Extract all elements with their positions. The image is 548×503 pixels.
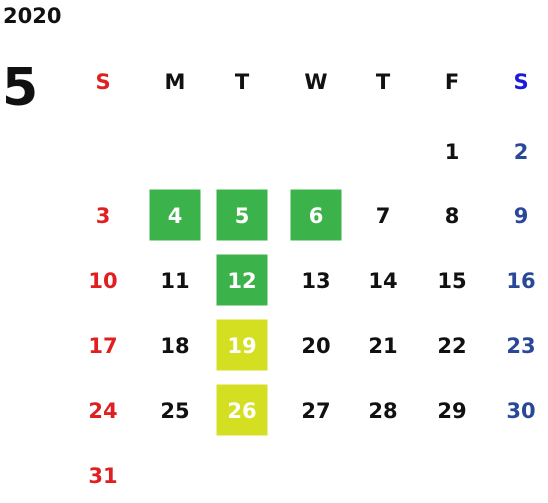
day: 22 [437,334,467,358]
weekday-header: T [234,70,250,94]
weekday-header: S [513,70,529,94]
day: 15 [437,269,467,293]
day: 10 [88,269,118,293]
day: 27 [301,399,331,423]
day: 24 [88,399,118,423]
highlight-box [216,384,268,436]
weekday-header: W [304,70,328,94]
day: 11 [160,269,190,293]
weekday-header: S [95,70,111,94]
day: 14 [368,269,398,293]
day: 18 [160,334,190,358]
day: 31 [88,464,118,488]
day: 20 [301,334,331,358]
day: 28 [368,399,398,423]
day: 3 [95,204,111,228]
weekday-header: F [444,70,460,94]
day: 1 [444,140,460,164]
weekday-header: T [375,70,391,94]
day: 8 [444,204,460,228]
day: 25 [160,399,190,423]
day-highlighted: 12 [227,269,257,293]
day: 23 [506,334,536,358]
day-highlighted: 26 [227,399,257,423]
highlight-box [216,189,268,241]
highlight-box [149,189,201,241]
highlight-box [216,254,268,306]
year: 2020 [3,4,62,28]
day: 2 [513,140,529,164]
highlight-box [290,189,342,241]
day-highlighted: 5 [234,204,250,228]
day: 9 [513,204,529,228]
day-highlighted: 4 [167,204,183,228]
day-highlighted: 6 [308,204,324,228]
weekday-header: M [164,70,186,94]
month: 5 [2,58,39,118]
day-highlighted: 19 [227,334,257,358]
highlight-box [216,319,268,371]
day: 30 [506,399,536,423]
day: 13 [301,269,331,293]
day: 16 [506,269,536,293]
day: 7 [375,204,391,228]
day: 17 [88,334,118,358]
day: 21 [368,334,398,358]
day: 29 [437,399,467,423]
